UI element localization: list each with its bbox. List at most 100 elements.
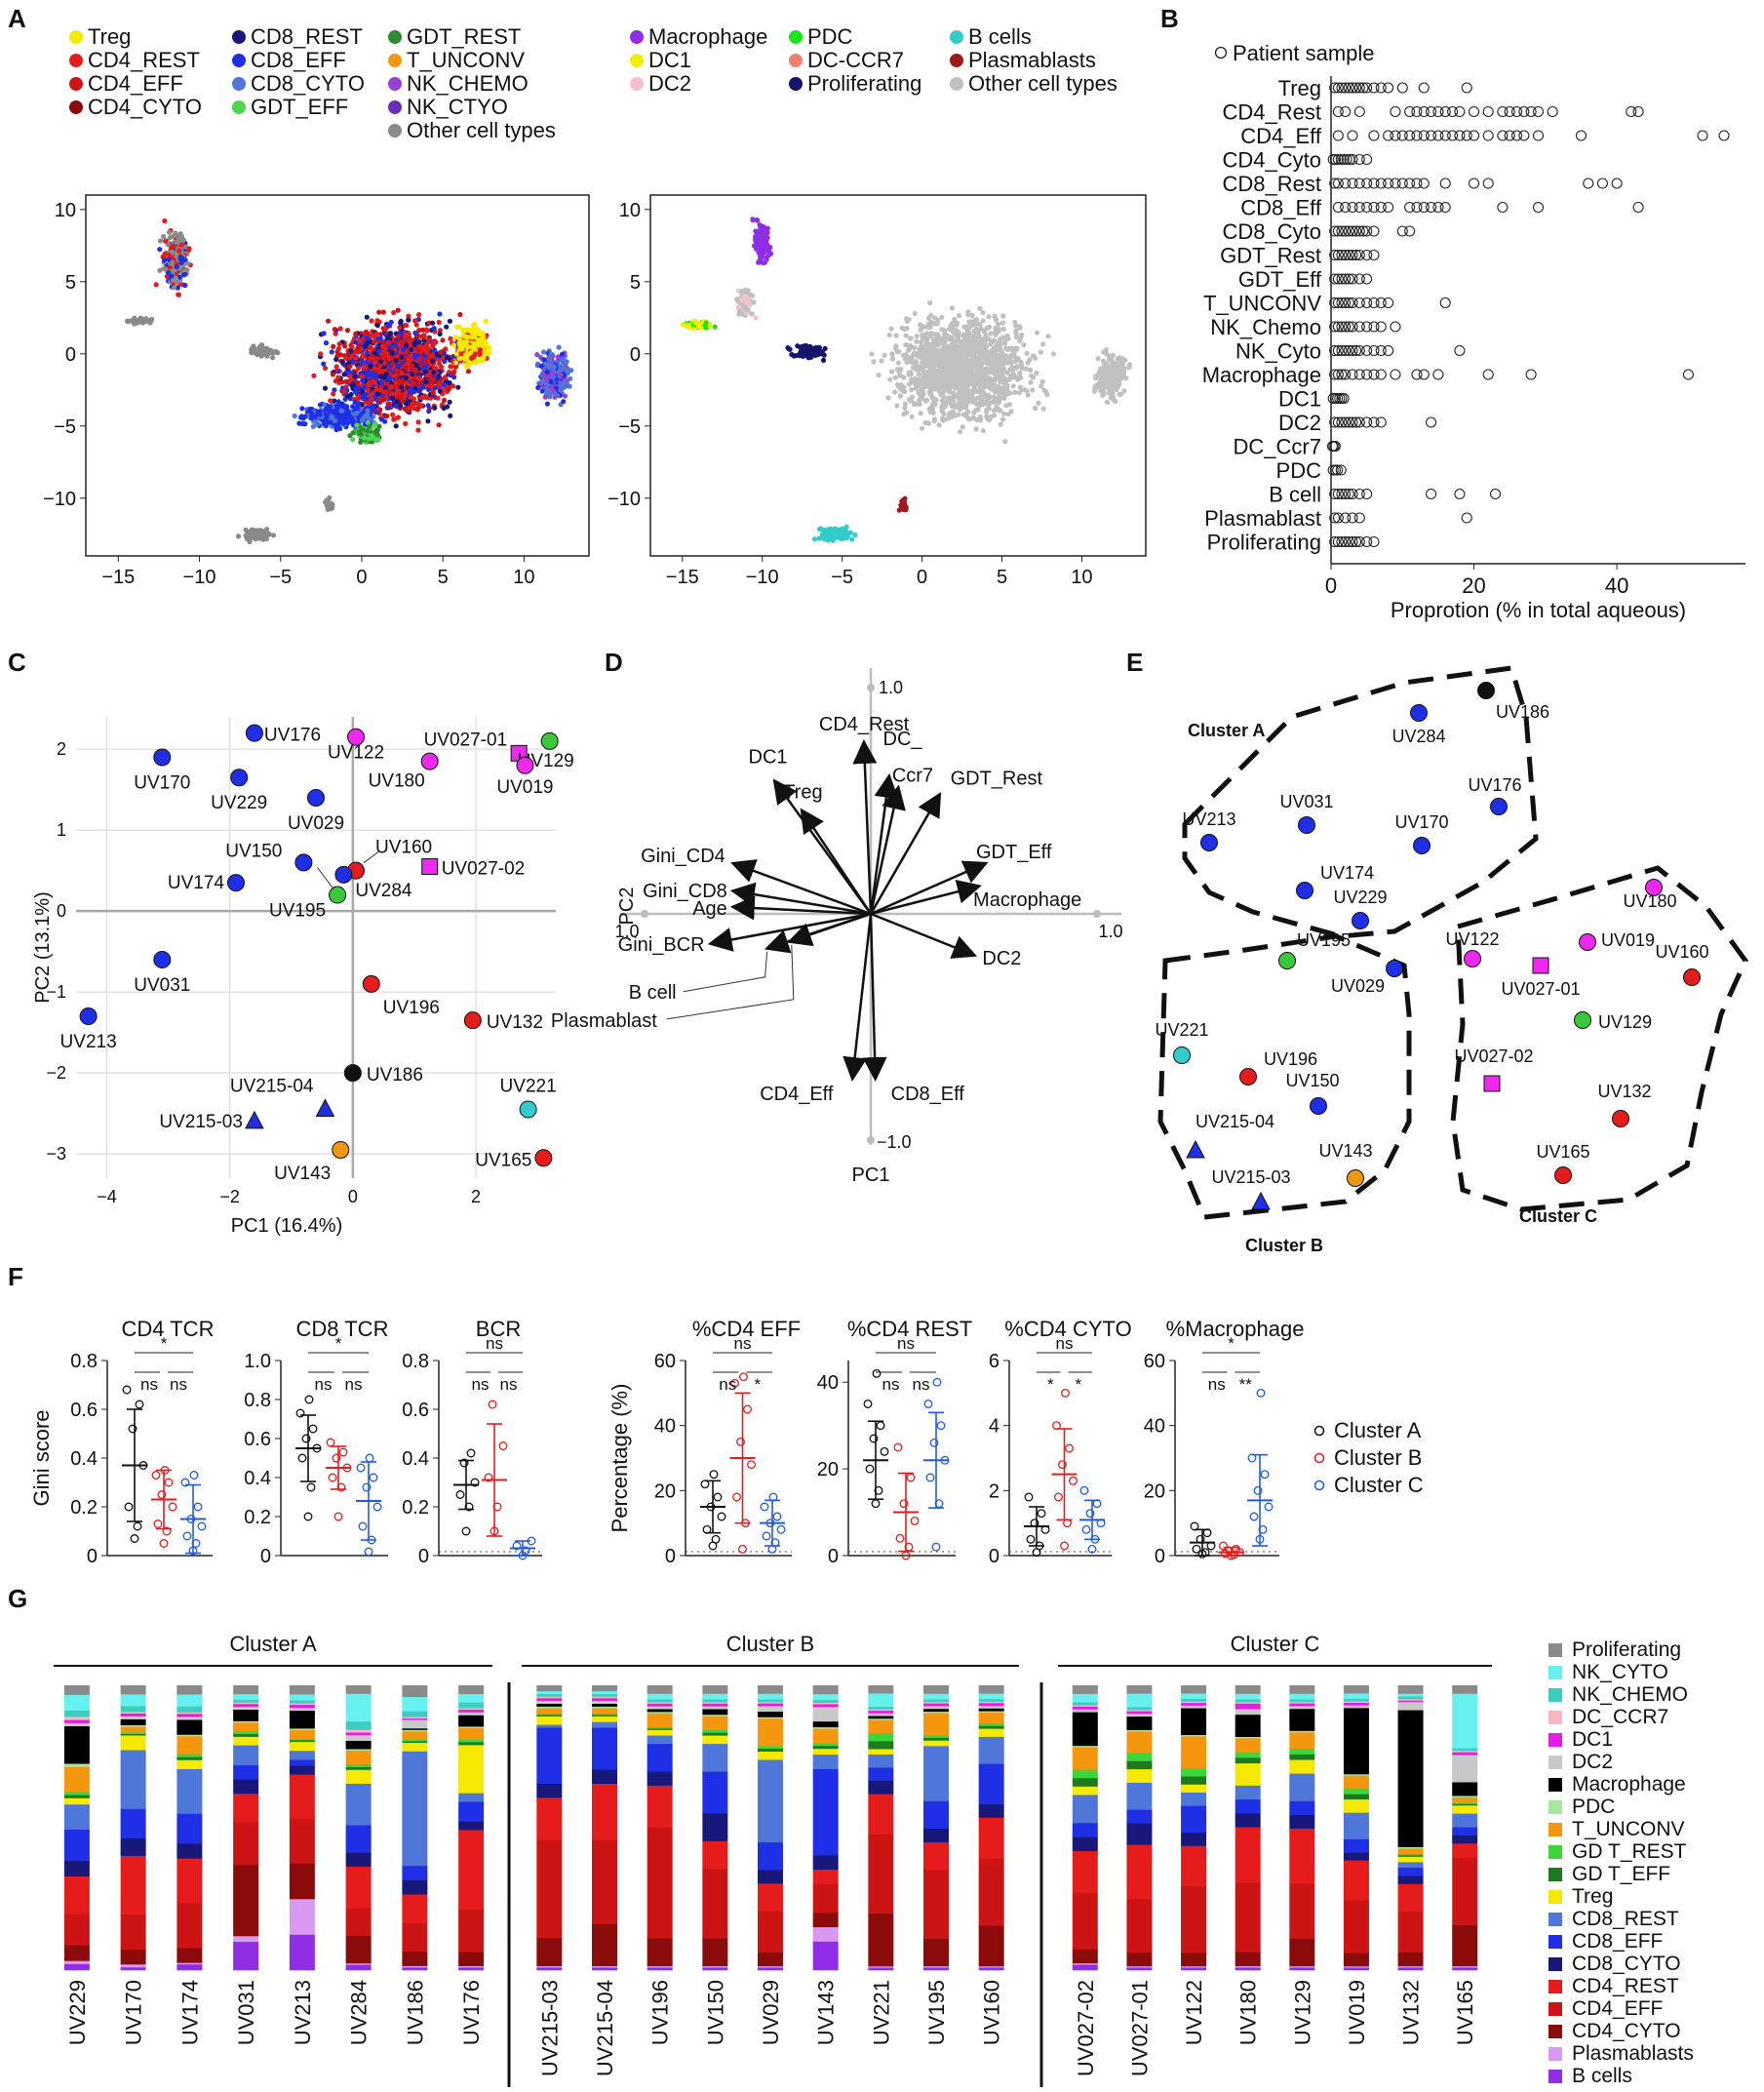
umap-point: [443, 346, 449, 352]
umap-point: [1024, 388, 1030, 394]
umap-point: [992, 413, 998, 418]
umap-point: [919, 380, 924, 386]
umap-point: [162, 217, 168, 224]
umap-point: [393, 423, 399, 429]
umap-point: [914, 353, 921, 359]
umap-point: [1050, 351, 1056, 357]
umap-point: [929, 341, 935, 347]
umap-point: [363, 329, 369, 335]
umap-point: [177, 231, 183, 237]
umap-point: [1001, 411, 1007, 416]
umap-xtick-label: −15: [666, 567, 699, 588]
umap-point: [962, 404, 968, 411]
umap-point: [977, 401, 983, 407]
umap-xtick-label: −10: [183, 567, 216, 588]
umap-point: [437, 388, 443, 394]
umap-point: [996, 365, 1001, 371]
umap-point: [365, 369, 371, 375]
umap-point: [1119, 363, 1125, 370]
umap-xtick-label: 0: [917, 567, 927, 588]
umap-point: [176, 292, 181, 297]
umap-point: [435, 395, 441, 401]
umap-point: [403, 333, 409, 338]
umap-xtick-label: −10: [746, 567, 779, 588]
umap-point: [364, 314, 370, 320]
umap-point: [440, 337, 446, 343]
umap-point: [348, 414, 354, 420]
umap-point: [356, 385, 362, 391]
umap-point: [375, 437, 381, 443]
umap-point: [918, 411, 923, 416]
umap-point: [384, 414, 390, 419]
legend-cd4-cyto: CD4_CYTO: [88, 95, 202, 119]
umap-point: [441, 397, 448, 403]
umap-point: [366, 415, 372, 421]
umap-point: [971, 338, 978, 344]
umap-point: [408, 353, 413, 359]
umap-point: [396, 395, 402, 401]
umap-point: [424, 328, 430, 334]
umap-point: [958, 379, 963, 385]
umap-point: [335, 345, 342, 351]
umap-point: [914, 360, 920, 366]
umap-point: [350, 437, 356, 443]
umap-point: [386, 339, 392, 345]
umap-point: [921, 354, 927, 360]
umap-point: [980, 318, 986, 324]
umap-point: [270, 355, 276, 361]
umap-point: [448, 364, 453, 370]
umap-point: [418, 402, 424, 409]
umap-ytick-label: 5: [65, 272, 76, 294]
umap-point: [946, 415, 952, 421]
umap-point: [180, 237, 186, 243]
umap-point: [453, 351, 459, 357]
umap-point: [1039, 383, 1044, 389]
umap-point: [887, 376, 893, 382]
umap-point: [375, 348, 382, 354]
umap-point: [980, 391, 986, 397]
umap-point: [923, 339, 929, 345]
umap-point: [996, 326, 1001, 332]
umap-point: [415, 406, 421, 412]
umap-point: [924, 331, 930, 336]
umap-point: [1040, 341, 1046, 347]
umap-point: [421, 353, 427, 359]
umap-point: [534, 352, 540, 358]
umap-point: [328, 398, 333, 404]
umap-point: [469, 335, 475, 340]
legend-dot-dc2: [630, 77, 644, 91]
umap-point: [477, 350, 483, 356]
umap-point: [415, 427, 421, 433]
umap-point: [258, 528, 264, 533]
umap-point: [544, 377, 550, 383]
umap-point: [552, 394, 558, 400]
umap-point: [882, 352, 887, 358]
umap-point: [550, 387, 556, 393]
umap-point: [1033, 405, 1039, 412]
umap-point: [321, 402, 328, 408]
umap-point: [546, 356, 552, 363]
umap-point: [355, 401, 361, 408]
umap-point: [996, 321, 1001, 328]
umap-point: [358, 439, 364, 445]
umap-point: [932, 315, 938, 321]
umap-point: [431, 370, 437, 375]
legend-other-cell-types: Other cell types: [968, 71, 1117, 96]
umap-point: [448, 413, 453, 418]
umap-point: [977, 339, 984, 345]
umap-point: [373, 356, 380, 362]
umap-point: [330, 372, 335, 377]
umap-point: [941, 370, 947, 375]
umap-point: [541, 349, 547, 355]
umap-point: [381, 375, 387, 380]
umap-point: [364, 350, 370, 356]
umap-xtick-label: 0: [356, 567, 367, 588]
umap-point: [385, 322, 391, 328]
umap-point: [1045, 334, 1051, 339]
umap-point: [372, 350, 377, 356]
umap-point: [923, 363, 929, 369]
umap-point: [893, 333, 899, 338]
umap-point: [166, 270, 172, 276]
umap-point: [564, 359, 569, 365]
umap-point: [323, 340, 330, 346]
